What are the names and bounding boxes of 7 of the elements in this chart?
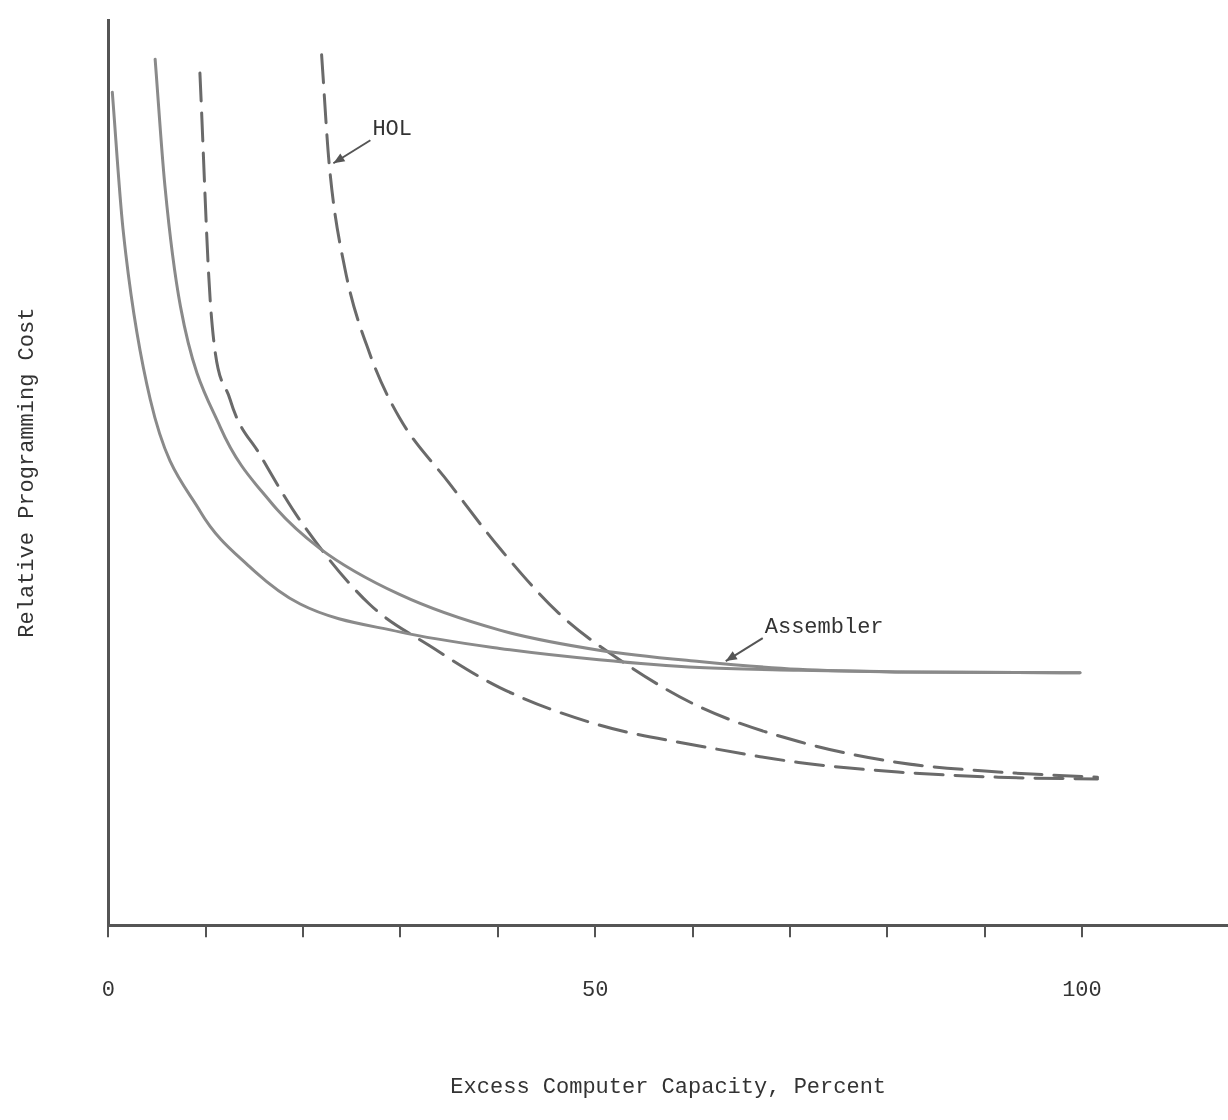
x-tick-label: 0 — [101, 978, 115, 1004]
x-tick-label: 100 — [1062, 978, 1102, 1004]
annotation: Assembler — [764, 614, 884, 640]
annotation: HOL — [372, 117, 413, 143]
x-axis-title: Excess Computer Capacity, Percent — [450, 1074, 887, 1100]
y-axis-title: Relative Programming Cost — [15, 307, 41, 638]
x-tick-label: 50 — [581, 978, 609, 1004]
